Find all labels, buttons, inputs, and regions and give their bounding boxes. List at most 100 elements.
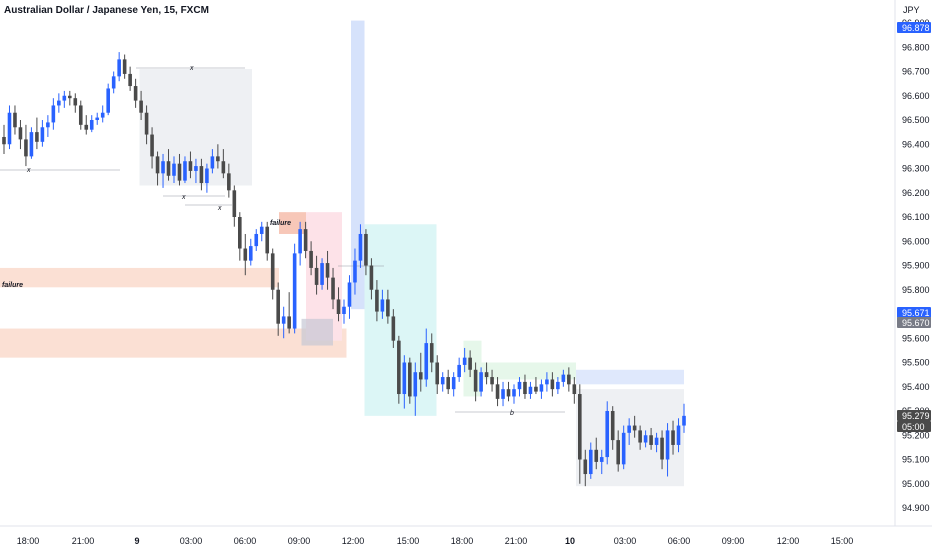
candle-down	[68, 95, 72, 99]
time-tick-label: 06:00	[668, 536, 691, 546]
annotation-label: failure	[270, 220, 291, 227]
candle-up	[29, 132, 34, 157]
price-tick-label: 95.600	[902, 333, 930, 343]
candle-up	[353, 260, 357, 283]
candle-down	[150, 134, 154, 157]
price-badge	[897, 410, 931, 421]
candle-up	[57, 100, 61, 106]
candle-down	[435, 362, 440, 385]
candle-down	[572, 384, 577, 395]
candle-up	[183, 161, 187, 181]
candle-down	[13, 112, 17, 128]
candle-up	[605, 411, 610, 458]
candle-layer	[2, 52, 686, 487]
candle-up	[100, 112, 105, 118]
candle-down	[336, 299, 341, 314]
price-axis[interactable]: 96.90096.80096.70096.60096.50096.40096.3…	[902, 18, 930, 513]
candle-up	[358, 233, 363, 261]
zone-gray-box	[301, 318, 333, 346]
price-tick-label: 96.500	[902, 115, 930, 125]
candle-down	[232, 190, 237, 217]
candle-down	[429, 343, 434, 363]
time-axis[interactable]: 18:00 21:00 9 03:00 06:00 09:00 12:00 15:00 18:0…	[17, 536, 854, 546]
price-tick-label: 95.900	[902, 261, 930, 271]
candle-up	[254, 233, 259, 247]
candle-up	[462, 357, 467, 365]
candle-down	[408, 362, 412, 397]
candle-down	[578, 394, 582, 460]
price-tick-label: 96.100	[902, 212, 930, 222]
candle-down	[331, 277, 335, 300]
price-badge-label: 96.878	[902, 23, 930, 33]
candle-down	[610, 411, 615, 441]
candle-up	[95, 117, 100, 120]
time-tick-label: 12:00	[777, 536, 800, 546]
candle-down	[155, 156, 160, 174]
candle-up	[643, 435, 648, 443]
candle-down	[139, 100, 143, 113]
chart-title: Australian Dollar / Japanese Yen, 15, FX…	[4, 5, 209, 16]
candle-up	[528, 386, 533, 395]
candle-up	[665, 430, 670, 460]
price-tick-label: 96.600	[902, 91, 930, 101]
price-tick-label: 95.400	[902, 382, 930, 392]
candle-down	[446, 377, 450, 390]
candle-up	[194, 166, 198, 171]
candle-up	[161, 161, 165, 174]
candle-down	[567, 374, 571, 385]
candle-down	[594, 449, 599, 462]
annotation-layer: failure failure x x x x b	[2, 65, 514, 417]
annotation-label: x	[217, 205, 222, 212]
candle-up	[682, 415, 686, 426]
candle-up	[654, 437, 659, 445]
candle-down	[188, 161, 193, 171]
candle-up	[46, 122, 50, 128]
candle-down	[418, 372, 423, 380]
candle-up	[248, 246, 253, 261]
candle-up	[413, 372, 418, 397]
time-tick-label: 10	[565, 536, 575, 546]
candle-down	[375, 289, 379, 312]
candle-up	[62, 95, 67, 101]
candle-up	[111, 76, 116, 89]
candle-down	[364, 233, 368, 266]
candle-up	[259, 226, 264, 234]
candle-down	[73, 98, 78, 106]
candle-down	[265, 226, 270, 254]
price-badge-label: 05:00	[902, 422, 925, 432]
candle-down	[632, 425, 637, 431]
time-tick-label: 15:00	[397, 536, 420, 546]
time-tick-label: 21:00	[505, 536, 528, 546]
candle-up	[627, 425, 631, 433]
candle-down	[35, 132, 39, 142]
candle-down	[122, 59, 127, 74]
candle-down	[276, 289, 280, 324]
time-tick-label: 03:00	[614, 536, 637, 546]
price-tick-label: 96.200	[902, 188, 930, 198]
price-badge	[897, 22, 931, 33]
candle-down	[216, 156, 220, 162]
candle-up	[106, 88, 110, 113]
price-tick-label: 96.400	[902, 139, 930, 149]
candle-up	[342, 306, 346, 314]
candle-down	[468, 357, 472, 370]
candle-up	[479, 372, 483, 392]
time-tick-label: 09:00	[722, 536, 745, 546]
candle-up	[51, 105, 56, 123]
price-tick-label: 95.200	[902, 430, 930, 440]
candle-down	[18, 127, 23, 140]
candle-up	[292, 253, 297, 329]
candle-down	[386, 299, 390, 317]
candle-up	[298, 229, 302, 254]
currency-label: JPY	[903, 5, 920, 15]
candle-up	[210, 156, 215, 169]
price-badge	[897, 421, 931, 432]
time-tick-label: 15:00	[831, 536, 854, 546]
candle-up	[172, 163, 176, 176]
candle-up	[621, 432, 626, 465]
time-tick-label: 18:00	[17, 536, 40, 546]
price-tick-label: 95.000	[902, 479, 930, 489]
candle-down	[369, 265, 374, 290]
candle-up	[561, 374, 566, 382]
